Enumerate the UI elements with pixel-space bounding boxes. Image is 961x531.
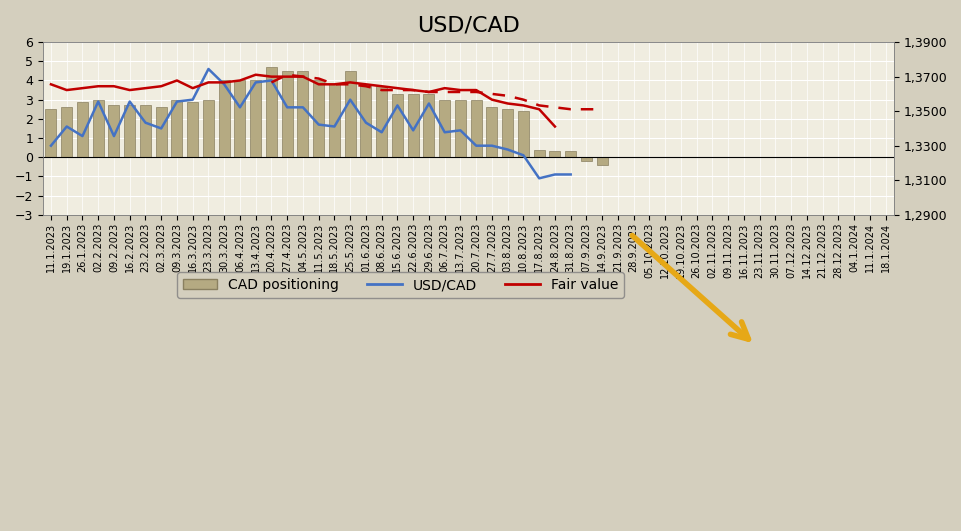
Bar [344,71,356,157]
Bar [486,107,497,157]
Bar [171,100,183,157]
Bar [564,151,576,157]
Bar [234,81,245,157]
Bar [203,100,213,157]
Bar [533,150,544,157]
Bar [187,101,198,157]
Bar [265,67,277,157]
Bar [549,151,560,157]
Bar [124,106,136,157]
Title: USD/CAD: USD/CAD [416,15,519,35]
Bar [92,100,104,157]
Bar [470,100,481,157]
Bar [62,107,72,157]
Bar [502,109,512,157]
Bar [250,81,261,157]
Bar [423,94,434,157]
Bar [77,101,87,157]
Bar [580,157,591,161]
Bar [517,111,529,157]
Bar [156,107,166,157]
Bar [439,100,450,157]
Bar [109,106,119,157]
Bar [313,81,324,157]
Legend: CAD positioning, USD/CAD, Fair value: CAD positioning, USD/CAD, Fair value [177,272,623,297]
Bar [360,84,371,157]
Bar [407,94,418,157]
Bar [376,86,387,157]
Bar [391,94,403,157]
Bar [297,71,308,157]
Bar [45,109,57,157]
Bar [329,84,339,157]
Bar [282,71,292,157]
Bar [596,157,607,165]
Bar [139,106,151,157]
Bar [218,81,230,157]
Bar [455,100,465,157]
